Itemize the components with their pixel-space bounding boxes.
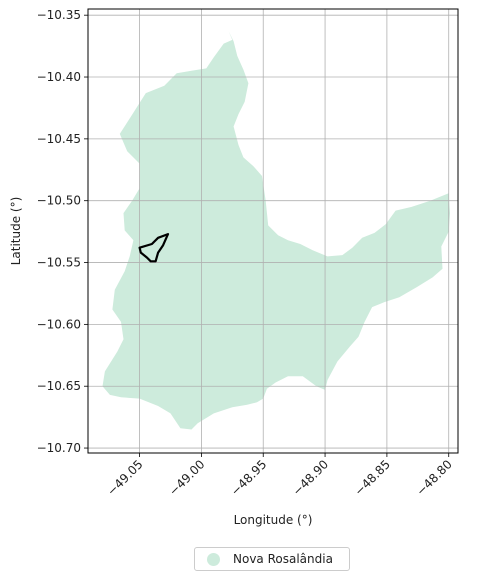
legend-label: Nova Rosalândia — [233, 552, 333, 566]
plot-frame — [87, 8, 459, 454]
legend-marker-icon — [207, 552, 220, 566]
y-tick-label: −10.70 — [37, 441, 81, 455]
y-tick-label: −10.50 — [37, 194, 81, 208]
highlight-outline-layer — [138, 233, 170, 263]
y-tick-label: −10.45 — [37, 132, 81, 146]
y-axis-ticks: −10.35 −10.40 −10.45 −10.50 −10.55 −10.60 −10.… — [37, 8, 88, 455]
y-tick-label: −10.40 — [37, 70, 81, 84]
region-nova-rosalandia — [102, 31, 450, 430]
highlight-outline — [138, 233, 170, 263]
y-tick-label: −10.60 — [37, 317, 81, 331]
y-axis-label: Latitude (°) — [9, 197, 23, 266]
y-tick-label: −10.35 — [37, 8, 81, 22]
y-tick-label: −10.65 — [37, 379, 81, 393]
x-axis-label: Longitude (°) — [234, 513, 313, 527]
legend: Nova Rosalândia — [194, 547, 350, 571]
y-tick-label: −10.55 — [37, 256, 81, 270]
gridlines — [88, 9, 458, 453]
map-region-layer — [102, 31, 450, 430]
